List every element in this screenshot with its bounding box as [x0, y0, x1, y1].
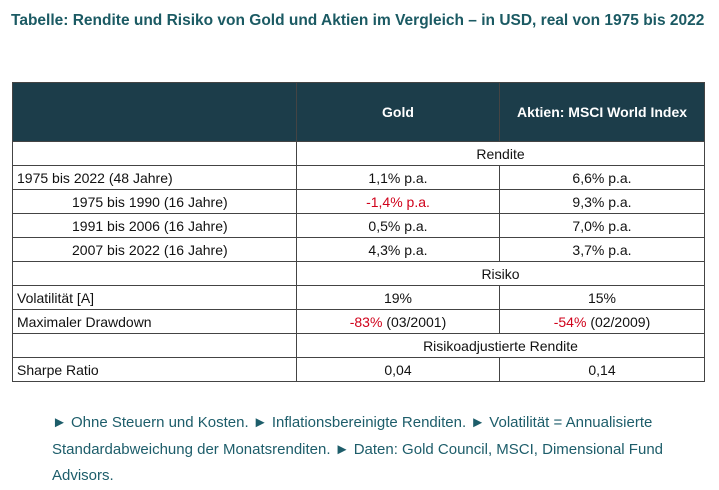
row-label: Sharpe Ratio	[12, 357, 297, 382]
row-label: 1975 bis 2022 (48 Jahre)	[12, 165, 297, 190]
section-row: Risikoadjustierte Rendite	[12, 333, 705, 358]
msci-drawdown-value: -54%	[553, 313, 587, 330]
row-label: 2007 bis 2022 (16 Jahre)	[12, 237, 297, 262]
section-risiko: Risiko	[296, 261, 705, 286]
header-row: Gold Aktien: MSCI World Index	[12, 82, 705, 142]
table-title: Tabelle: Rendite und Risiko von Gold und…	[11, 12, 705, 29]
gold-drawdown-value: -83%	[349, 313, 383, 330]
table-row: Sharpe Ratio 0,04 0,14	[12, 357, 705, 382]
section-risikoadj: Risikoadjustierte Rendite	[296, 333, 705, 358]
table-row: 2007 bis 2022 (16 Jahre) 4,3% p.a. 3,7% …	[12, 237, 705, 262]
header-gold: Gold	[296, 82, 500, 142]
section-row: Risiko	[12, 261, 705, 286]
msci-value: 7,0% p.a.	[499, 213, 705, 238]
gold-value: 0,5% p.a.	[296, 213, 500, 238]
gold-value: 19%	[296, 285, 500, 310]
gold-value: -83% (03/2001)	[296, 309, 500, 334]
table-row: Maximaler Drawdown -83% (03/2001) -54% (…	[12, 309, 705, 334]
gold-value: -1,4% p.a.	[296, 189, 500, 214]
table-row: 1975 bis 2022 (48 Jahre) 1,1% p.a. 6,6% …	[12, 165, 705, 190]
row-label: Volatilität [A]	[12, 285, 297, 310]
section-spacer	[12, 261, 297, 286]
msci-value: 6,6% p.a.	[499, 165, 705, 190]
gold-value: 0,04	[296, 357, 500, 382]
section-spacer	[12, 333, 297, 358]
section-spacer	[12, 141, 297, 166]
header-msci: Aktien: MSCI World Index	[499, 82, 705, 142]
msci-value: 3,7% p.a.	[499, 237, 705, 262]
msci-value: 15%	[499, 285, 705, 310]
row-label: 1991 bis 2006 (16 Jahre)	[12, 213, 297, 238]
gold-drawdown-date: (03/2001)	[386, 313, 447, 330]
header-empty	[12, 82, 297, 142]
row-label: 1975 bis 1990 (16 Jahre)	[12, 189, 297, 214]
msci-drawdown-date: (02/2009)	[590, 313, 651, 330]
section-rendite: Rendite	[296, 141, 705, 166]
row-label: Maximaler Drawdown	[12, 309, 297, 334]
gold-value: 1,1% p.a.	[296, 165, 500, 190]
msci-value: 9,3% p.a.	[499, 189, 705, 214]
table-row: 1991 bis 2006 (16 Jahre) 0,5% p.a. 7,0% …	[12, 213, 705, 238]
table-row: 1975 bis 1990 (16 Jahre) -1,4% p.a. 9,3%…	[12, 189, 705, 214]
comparison-table: Gold Aktien: MSCI World Index Rendite 19…	[12, 82, 705, 382]
footnote: ► Ohne Steuern und Kosten. ► Inflationsb…	[52, 414, 664, 484]
msci-value: 0,14	[499, 357, 705, 382]
table-row: Volatilität [A] 19% 15%	[12, 285, 705, 310]
msci-value: -54% (02/2009)	[499, 309, 705, 334]
section-row: Rendite	[12, 141, 705, 166]
gold-value: 4,3% p.a.	[296, 237, 500, 262]
